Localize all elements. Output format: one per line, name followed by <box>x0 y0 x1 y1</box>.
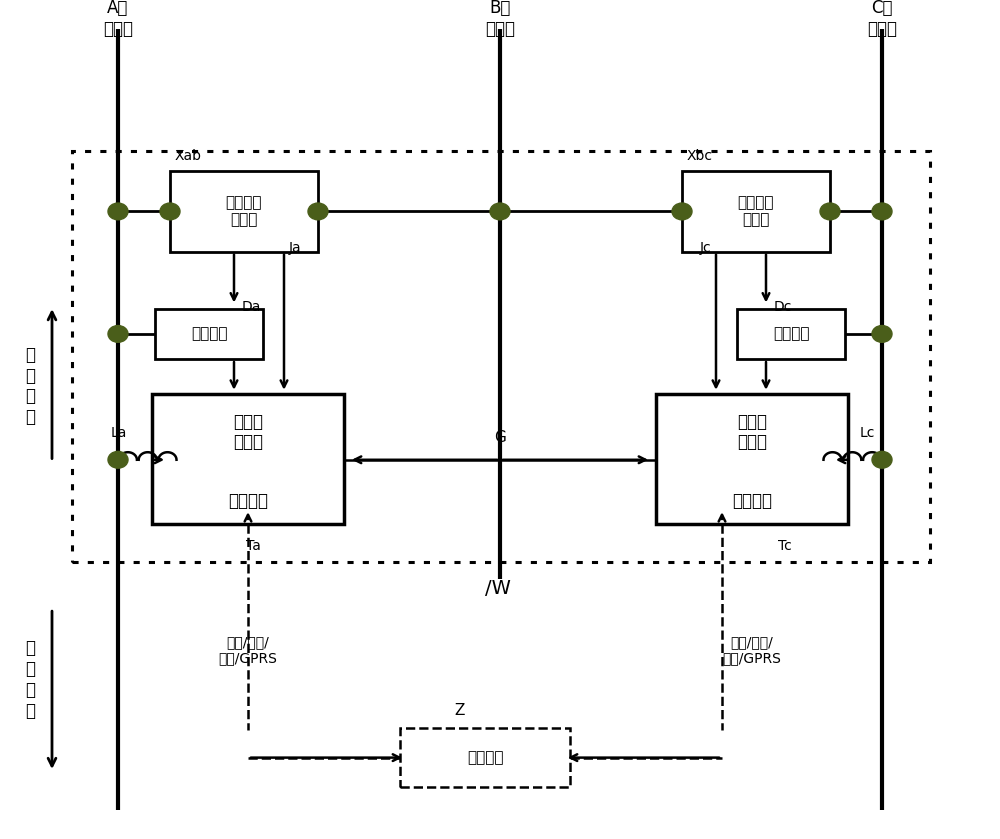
Text: 光纤/无线/
红外/GPRS: 光纤/无线/ 红外/GPRS <box>723 635 781 665</box>
Circle shape <box>108 326 128 342</box>
Text: 相间电压
传感器: 相间电压 传感器 <box>226 195 262 227</box>
Bar <box>170 171 318 252</box>
Text: 显示终端: 显示终端 <box>467 750 503 765</box>
Text: 低
电
位
端: 低 电 位 端 <box>25 639 35 720</box>
Bar <box>72 151 930 562</box>
Circle shape <box>672 203 692 220</box>
Text: Lc: Lc <box>860 426 875 440</box>
Text: 电能计
量单元: 电能计 量单元 <box>737 413 767 451</box>
Text: A相
高电压: A相 高电压 <box>103 0 133 38</box>
Text: C相
高电压: C相 高电压 <box>867 0 897 38</box>
Circle shape <box>820 203 840 220</box>
Circle shape <box>308 203 328 220</box>
Text: G: G <box>494 430 506 445</box>
Circle shape <box>872 326 892 342</box>
Text: 高
电
位
端: 高 电 位 端 <box>25 346 35 426</box>
Circle shape <box>160 203 180 220</box>
Text: Xab: Xab <box>175 149 202 163</box>
Text: Z: Z <box>454 703 465 718</box>
Text: Xbc: Xbc <box>687 149 713 163</box>
Circle shape <box>108 451 128 468</box>
Bar <box>155 309 263 359</box>
Text: Da: Da <box>242 300 261 315</box>
Text: 光纤/无线/
红外/GPRS: 光纤/无线/ 红外/GPRS <box>219 635 277 665</box>
Bar <box>737 309 845 359</box>
Circle shape <box>490 203 510 220</box>
Text: 电能计
量单元: 电能计 量单元 <box>233 413 263 451</box>
Text: La: La <box>111 426 127 440</box>
Bar <box>400 728 570 787</box>
Text: Dc: Dc <box>774 300 792 315</box>
Text: Tc: Tc <box>778 539 792 554</box>
Bar <box>656 394 848 524</box>
Text: /W: /W <box>485 580 511 598</box>
Bar <box>682 171 830 252</box>
Text: 通信模块: 通信模块 <box>732 492 772 510</box>
Circle shape <box>872 203 892 220</box>
Bar <box>152 394 344 524</box>
Text: Ta: Ta <box>246 539 261 554</box>
Text: Ja: Ja <box>289 241 302 255</box>
Text: Jc: Jc <box>699 241 711 255</box>
Text: B相
高电压: B相 高电压 <box>485 0 515 38</box>
Text: 工作电源: 工作电源 <box>191 326 227 341</box>
Circle shape <box>108 203 128 220</box>
Circle shape <box>872 451 892 468</box>
Text: 工作电源: 工作电源 <box>773 326 809 341</box>
Text: 相间电压
传感器: 相间电压 传感器 <box>738 195 774 227</box>
Text: 通信模块: 通信模块 <box>228 492 268 510</box>
